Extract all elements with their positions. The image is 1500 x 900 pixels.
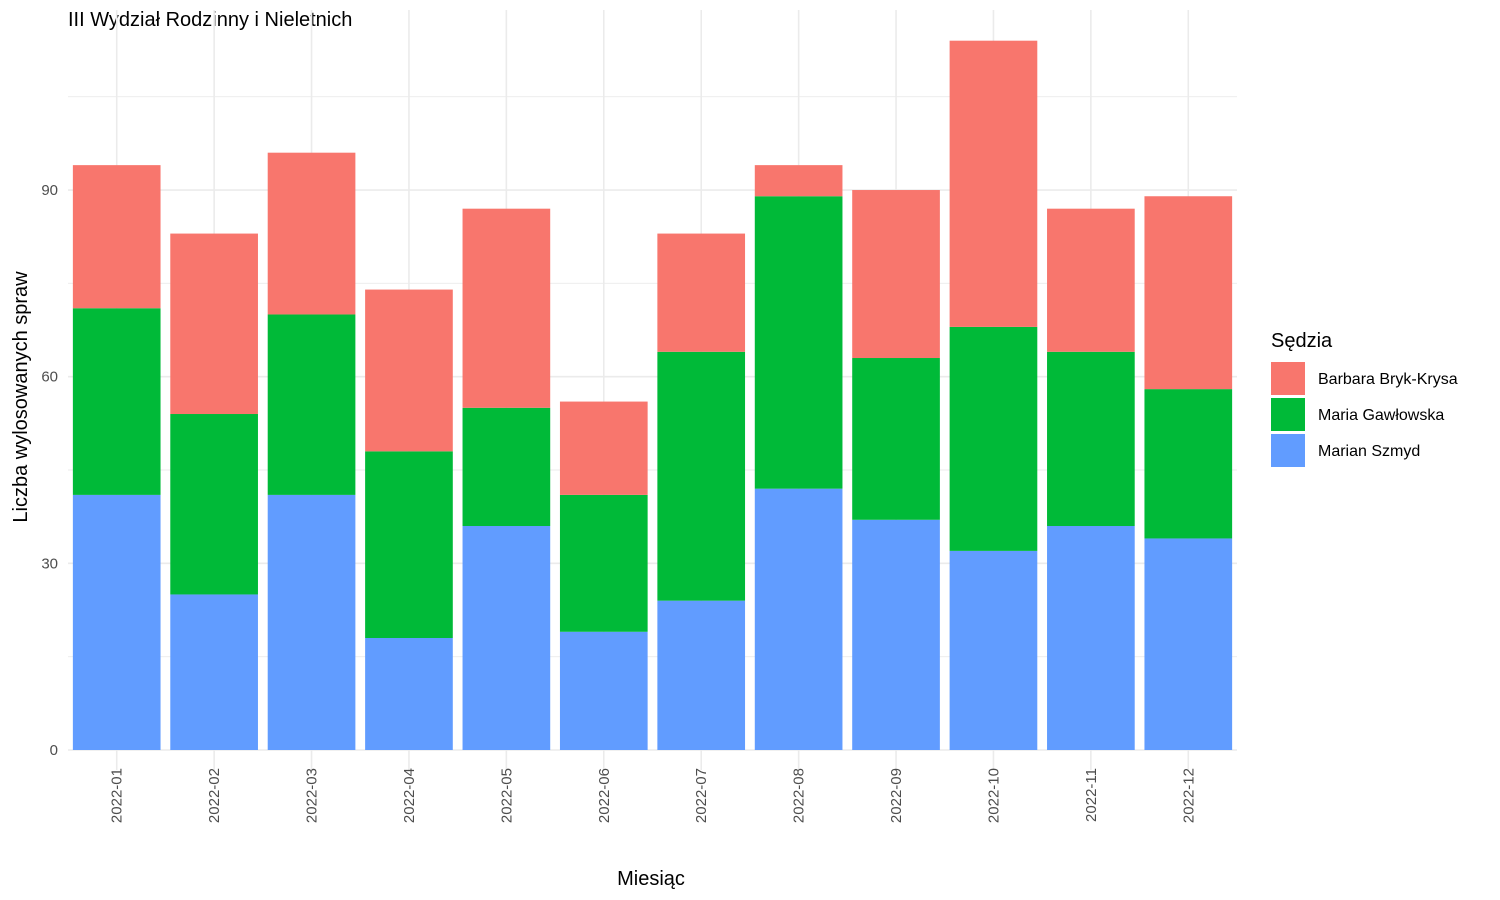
bar-segment	[462, 407, 551, 527]
bar-segment	[365, 451, 453, 639]
x-tick-label: 2022-03	[304, 768, 321, 823]
x-tick-label: 2022-12	[1180, 768, 1197, 823]
bar-segment	[365, 638, 453, 750]
bar-segment	[1047, 351, 1135, 527]
legend-swatch	[1271, 434, 1305, 467]
bar-segment	[949, 40, 1038, 327]
y-tick-label: 30	[41, 555, 58, 572]
bar-segment	[1144, 389, 1233, 539]
legend-swatch	[1271, 362, 1305, 395]
bar-segment	[852, 519, 940, 750]
bar-segment	[462, 526, 551, 750]
bar-segment	[365, 289, 453, 452]
bar-segment	[559, 401, 648, 495]
legend-label: Barbara Bryk-Krysa	[1318, 371, 1458, 388]
bar-segment	[267, 494, 356, 750]
x-tick-label: 2022-02	[206, 768, 223, 823]
bar-segment	[754, 165, 843, 197]
y-tick-label: 90	[41, 182, 58, 199]
bar-segment	[72, 494, 161, 750]
x-axis-ticks: 2022-01 2022-02 2022-03 2022-04 2022-05 2022-…	[109, 768, 1198, 823]
x-axis-title: Miesiąc	[617, 868, 685, 890]
y-axis-ticks: 0 30 60 90	[41, 182, 58, 759]
legend-label: Maria Gawłowska	[1318, 407, 1444, 424]
x-tick-label: 2022-08	[791, 768, 808, 823]
bar-segment	[267, 314, 356, 495]
bar-segment	[754, 196, 843, 489]
bar-segment	[72, 165, 161, 309]
bar-segment	[1144, 538, 1233, 750]
bar-segment	[1047, 526, 1135, 750]
x-tick-label: 2022-10	[985, 768, 1002, 823]
x-tick-label: 2022-01	[109, 768, 126, 823]
bar-segment	[462, 208, 551, 408]
legend-swatch	[1271, 398, 1305, 431]
bar-segment	[754, 488, 843, 750]
y-axis-title: Liczba wylosowanych spraw	[10, 271, 32, 523]
bar-segment	[657, 233, 746, 352]
legend-title: Sędzia	[1271, 330, 1333, 352]
bar-segment	[559, 494, 648, 632]
bar-segment	[1047, 208, 1135, 352]
legend: Sędzia Barbara Bryk-Krysa Maria Gawłowska…	[1271, 330, 1458, 467]
bar-segment	[267, 152, 356, 315]
x-tick-label: 2022-05	[498, 768, 515, 823]
bars	[72, 40, 1233, 750]
chart-title: III Wydział Rodzinny i Nieletnich	[68, 9, 352, 31]
bar-segment	[657, 351, 746, 601]
legend-label: Marian Szmyd	[1318, 443, 1420, 460]
bar-segment	[170, 594, 258, 750]
x-tick-label: 2022-06	[596, 768, 613, 823]
bar-segment	[72, 308, 161, 495]
bar-segment	[559, 631, 648, 750]
bar-segment	[852, 358, 940, 520]
bar-segment	[1144, 196, 1233, 390]
bar-segment	[170, 233, 258, 415]
x-tick-label: 2022-09	[888, 768, 905, 823]
x-tick-label: 2022-07	[693, 768, 710, 823]
y-tick-label: 0	[50, 742, 58, 759]
y-tick-label: 60	[41, 369, 58, 386]
x-tick-label: 2022-04	[401, 768, 418, 823]
bar-segment	[657, 600, 746, 750]
bar-segment	[170, 414, 258, 595]
bar-segment	[949, 326, 1038, 551]
bar-segment	[852, 190, 940, 359]
x-tick-label: 2022-11	[1083, 768, 1100, 822]
bar-segment	[949, 550, 1038, 750]
